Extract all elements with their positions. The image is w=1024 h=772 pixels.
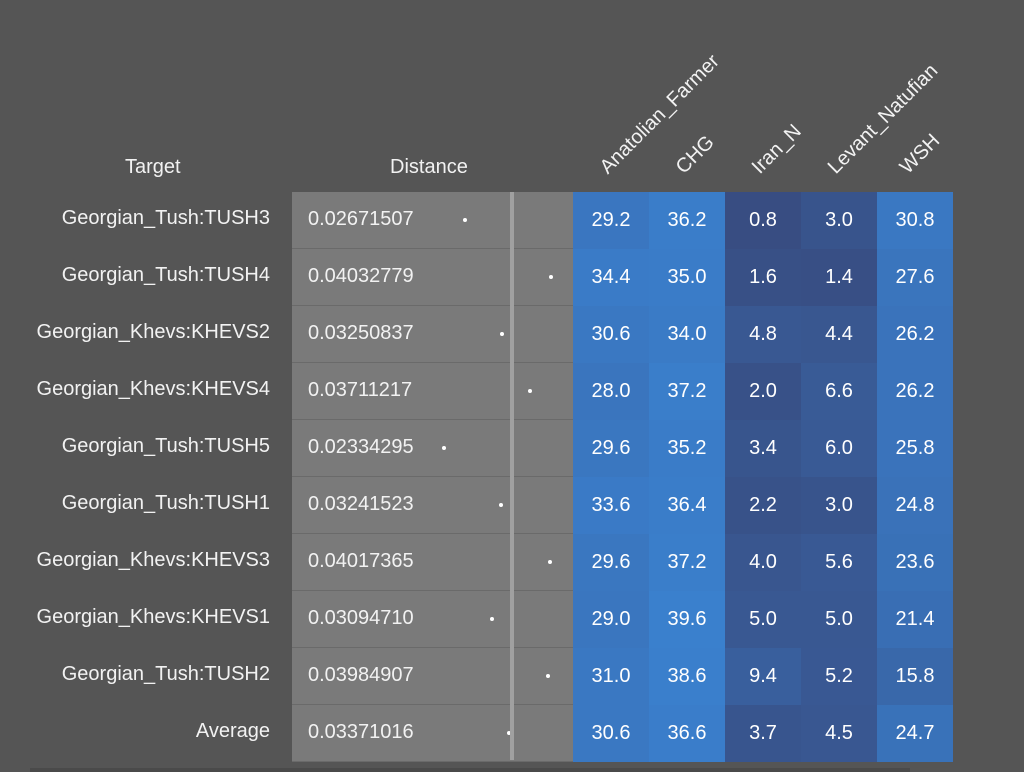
distance-dot (499, 503, 504, 507)
row-target-label: Georgian_Tush:TUSH1 (61, 492, 270, 514)
value-cell-iran-n: 2.0 (725, 363, 801, 420)
value-cell-wsh: 23.6 (877, 534, 953, 591)
value-cell-chg: 36.6 (649, 705, 725, 762)
distance-reference-line (510, 192, 514, 760)
row-target-label: Average (195, 720, 270, 742)
value-cell-levant-natufian: 5.6 (801, 534, 877, 591)
column-header-wsh: WSH (895, 129, 945, 179)
value-cell-levant-natufian: 1.4 (801, 249, 877, 306)
value-cell-anatolian-farmer: 33.6 (573, 477, 649, 534)
value-cell-wsh: 21.4 (877, 591, 953, 648)
value-cell-anatolian-farmer: 29.6 (573, 420, 649, 477)
distance-cell: 0.03371016 (292, 705, 573, 762)
distance-dot (545, 674, 550, 678)
distance-value: 0.03250837 (308, 322, 414, 344)
value-cell-wsh: 27.6 (877, 249, 953, 306)
distance-value: 0.03371016 (308, 721, 414, 743)
value-cell-chg: 37.2 (649, 363, 725, 420)
value-cell-anatolian-farmer: 30.6 (573, 705, 649, 762)
row-target-label: Georgian_Khevs:KHEVS4 (36, 378, 270, 400)
value-cell-anatolian-farmer: 34.4 (573, 249, 649, 306)
distance-cell: 0.03250837 (292, 306, 573, 363)
row-target-label: Georgian_Khevs:KHEVS1 (36, 606, 270, 628)
distance-cell: 0.02334295 (292, 420, 573, 477)
distance-header: Distance (390, 156, 468, 178)
column-header-iran-n: Iran_N (747, 120, 806, 179)
value-cell-wsh: 24.8 (877, 477, 953, 534)
value-cell-chg: 39.6 (649, 591, 725, 648)
value-cell-levant-natufian: 5.0 (801, 591, 877, 648)
row-target-label: Georgian_Khevs:KHEVS3 (36, 549, 270, 571)
value-cell-iran-n: 0.8 (725, 192, 801, 249)
value-cell-levant-natufian: 5.2 (801, 648, 877, 705)
value-cell-iran-n: 2.2 (725, 477, 801, 534)
column-header-chg: CHG (671, 131, 719, 179)
distance-dot (499, 332, 504, 336)
value-cell-iran-n: 4.0 (725, 534, 801, 591)
value-cell-wsh: 15.8 (877, 648, 953, 705)
row-target-label: Georgian_Tush:TUSH3 (61, 207, 270, 229)
row-target-label: Georgian_Khevs:KHEVS2 (36, 321, 270, 343)
distance-value: 0.02671507 (308, 208, 414, 230)
distance-cell: 0.03094710 (292, 591, 573, 648)
distance-dot (489, 617, 494, 621)
distance-cell: 0.03711217 (292, 363, 573, 420)
value-cell-iran-n: 3.7 (725, 705, 801, 762)
row-target-label: Georgian_Tush:TUSH4 (61, 264, 270, 286)
value-cell-chg: 37.2 (649, 534, 725, 591)
distance-value: 0.03094710 (308, 607, 414, 629)
value-cell-chg: 35.0 (649, 249, 725, 306)
distance-cell: 0.02671507 (292, 192, 573, 249)
value-cell-levant-natufian: 3.0 (801, 192, 877, 249)
row-target-label: Georgian_Tush:TUSH2 (61, 663, 270, 685)
distance-value: 0.03984907 (308, 664, 414, 686)
value-cell-chg: 34.0 (649, 306, 725, 363)
value-cell-levant-natufian: 4.5 (801, 705, 877, 762)
distance-value: 0.02334295 (308, 436, 414, 458)
distance-value: 0.04017365 (308, 550, 414, 572)
value-cell-anatolian-farmer: 28.0 (573, 363, 649, 420)
distance-cell: 0.04032779 (292, 249, 573, 306)
value-cell-anatolian-farmer: 31.0 (573, 648, 649, 705)
horizontal-scrollbar[interactable] (30, 768, 910, 772)
value-cell-levant-natufian: 4.4 (801, 306, 877, 363)
distance-cell: 0.04017365 (292, 534, 573, 591)
distance-value: 0.04032779 (308, 265, 414, 287)
value-cell-anatolian-farmer: 29.2 (573, 192, 649, 249)
value-cell-levant-natufian: 6.0 (801, 420, 877, 477)
distance-value: 0.03241523 (308, 493, 414, 515)
distance-dot (507, 731, 512, 735)
value-cell-levant-natufian: 3.0 (801, 477, 877, 534)
value-cell-wsh: 30.8 (877, 192, 953, 249)
value-cell-iran-n: 9.4 (725, 648, 801, 705)
distance-dot (547, 560, 552, 564)
distance-dot (548, 275, 553, 279)
value-cell-wsh: 25.8 (877, 420, 953, 477)
distance-cell: 0.03984907 (292, 648, 573, 705)
value-cell-anatolian-farmer: 30.6 (573, 306, 649, 363)
value-cell-iran-n: 4.8 (725, 306, 801, 363)
row-target-label: Georgian_Tush:TUSH5 (61, 435, 270, 457)
value-cell-chg: 35.2 (649, 420, 725, 477)
value-cell-wsh: 26.2 (877, 363, 953, 420)
distance-dot (528, 389, 533, 393)
value-cell-iran-n: 1.6 (725, 249, 801, 306)
value-cell-levant-natufian: 6.6 (801, 363, 877, 420)
value-cell-wsh: 24.7 (877, 705, 953, 762)
distance-value: 0.03711217 (308, 379, 413, 401)
value-cell-chg: 36.2 (649, 192, 725, 249)
value-cell-chg: 38.6 (649, 648, 725, 705)
value-cell-anatolian-farmer: 29.0 (573, 591, 649, 648)
target-header: Target (125, 156, 181, 178)
distance-dot (463, 218, 468, 222)
value-cell-anatolian-farmer: 29.6 (573, 534, 649, 591)
value-cell-chg: 36.4 (649, 477, 725, 534)
distance-dot (442, 446, 447, 450)
value-cell-wsh: 26.2 (877, 306, 953, 363)
value-cell-iran-n: 5.0 (725, 591, 801, 648)
distance-cell: 0.03241523 (292, 477, 573, 534)
value-cell-iran-n: 3.4 (725, 420, 801, 477)
